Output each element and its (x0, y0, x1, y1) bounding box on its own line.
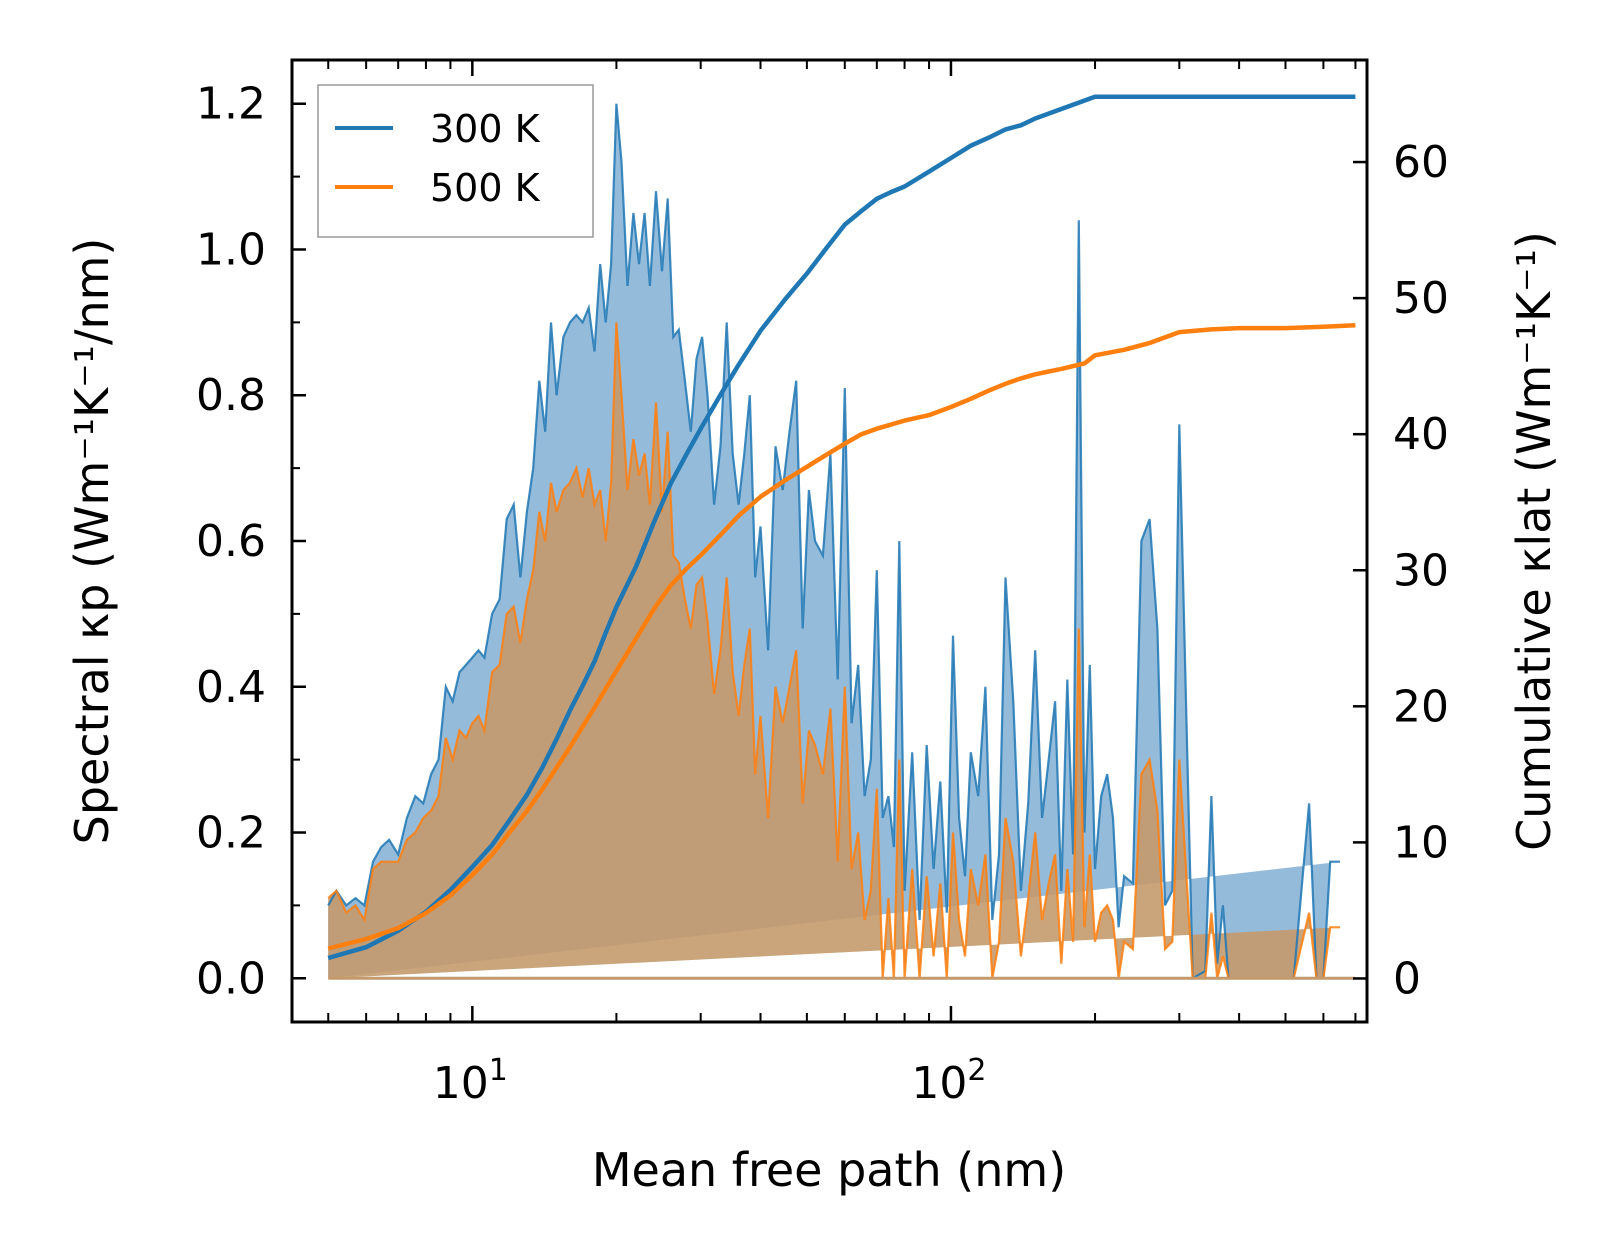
cumulative-line-300k (327, 94, 1356, 961)
y-right-tick-label: 60 (1393, 137, 1449, 188)
spectral-line-300k (327, 103, 1340, 981)
y-axis-title-left: Spectral κp (Wm⁻¹K⁻¹/nm) (65, 238, 119, 845)
y-axis-title-right: Cumulative κlat (Wm⁻¹K⁻¹) (1507, 231, 1561, 851)
y-left-tick-label: 0.6 (196, 516, 266, 567)
cumulative-line-500k (327, 323, 1356, 951)
legend-label-500k: 500 K (430, 166, 541, 210)
x-axis-title: Mean free path (nm) (592, 1143, 1066, 1197)
legend-box (317, 84, 594, 238)
x-tick-label: 102 (911, 1053, 986, 1109)
y-left-tick-label: 1.0 (196, 224, 266, 275)
y-right-tick-label: 20 (1393, 681, 1449, 732)
y-right-tick-label: 40 (1393, 409, 1449, 460)
y-right-tick-label: 10 (1393, 817, 1449, 868)
y-left-tick-label: 0.4 (196, 662, 266, 713)
legend: 300 K 500 K (317, 84, 594, 238)
y-right-tick-label: 30 (1393, 545, 1449, 596)
y-left-tick-label: 0.0 (196, 953, 266, 1004)
x-tick-label: 101 (433, 1053, 508, 1109)
y-left-tick-label: 0.2 (196, 808, 266, 859)
legend-label-300k: 300 K (430, 107, 541, 151)
plot-area (327, 94, 1356, 981)
y-left-tick-label: 1.2 (196, 79, 266, 130)
y-left-tick-label: 0.8 (196, 370, 266, 421)
spectral-fill-500k (328, 322, 1340, 979)
spectral-line-500k (327, 322, 1340, 980)
y-right-tick-label: 0 (1393, 953, 1421, 1004)
y-right-tick-label: 50 (1393, 273, 1449, 324)
